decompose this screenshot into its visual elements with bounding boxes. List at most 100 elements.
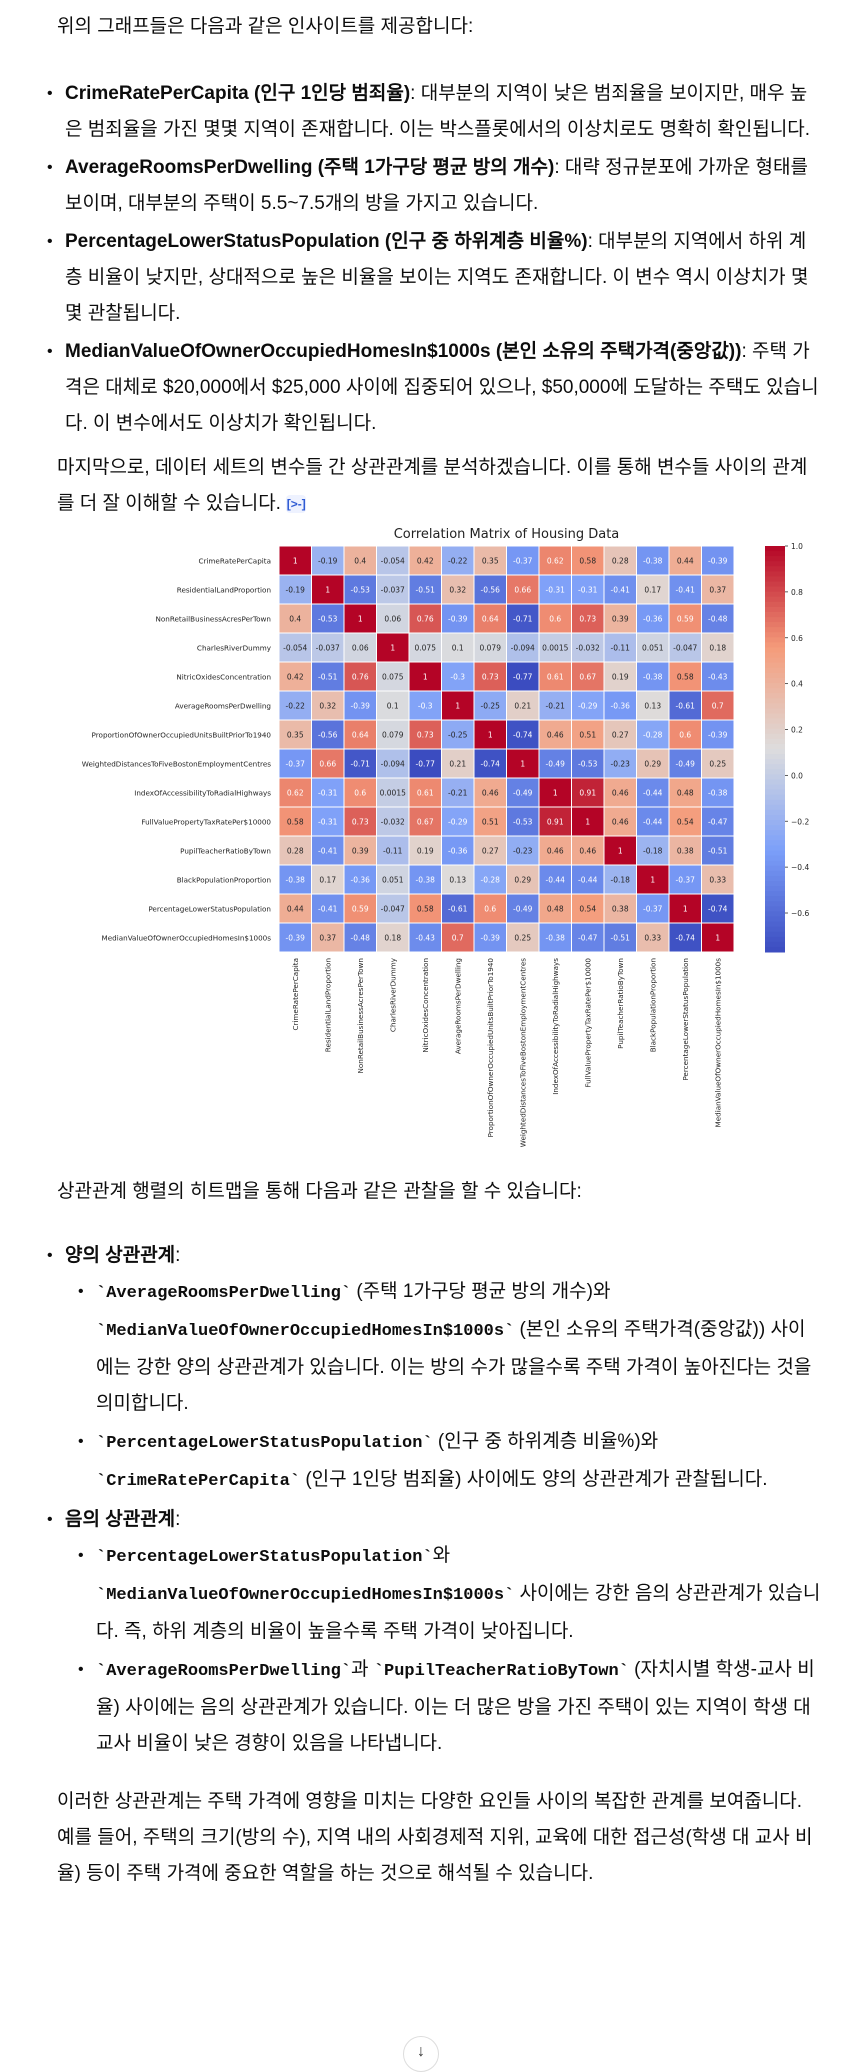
cell-value-label: -0.25 — [448, 731, 468, 740]
cell-value-label: 1 — [553, 789, 558, 798]
cell-value-label: 0.64 — [352, 731, 369, 740]
text: (주택 1가구당 평균 방의 개수)와 — [351, 1281, 611, 1302]
chat-message: 위의 그래프들은 다음과 같은 인사이트를 제공합니다: CrimeRatePe… — [47, 9, 822, 1892]
column-label: CharlesRiverDummy — [388, 957, 397, 1032]
cell-value-label: -0.39 — [448, 615, 468, 624]
cell-value-label: -0.43 — [416, 934, 436, 943]
cell-value-label: 0.35 — [482, 557, 499, 566]
cell-value-label: 0.58 — [417, 905, 434, 914]
cell-value-label: 0.38 — [677, 847, 694, 856]
inline-code: `MedianValueOfOwnerOccupiedHomesIn$1000s… — [96, 1322, 515, 1341]
cell-value-label: 0.46 — [482, 789, 499, 798]
cell-value-label: 0.18 — [384, 934, 401, 943]
heatmap-cell — [701, 777, 735, 808]
heatmap-cell — [506, 864, 540, 895]
cell-value-label: -0.22 — [448, 557, 468, 566]
cell-value-label: -0.37 — [676, 876, 696, 885]
heatmap-cell — [636, 806, 670, 837]
intro-text: 위의 그래프들은 다음과 같은 인사이트를 제공합니다: — [57, 16, 474, 37]
code-citation-icon[interactable]: [>-] — [286, 494, 307, 513]
cell-value-label: 0.51 — [482, 818, 499, 827]
cell-value-label: 0.59 — [352, 905, 369, 914]
heatmap-cell — [408, 632, 442, 663]
cell-value-label: -0.44 — [643, 818, 663, 827]
correlation-list: 양의 상관관계: `AverageRoomsPerDwelling` (주택 1… — [47, 1238, 822, 1762]
cell-value-label: -0.61 — [676, 702, 696, 711]
colorbar-segment — [765, 754, 785, 760]
cell-value-label: -0.74 — [481, 760, 501, 769]
heatmap-cell — [603, 574, 637, 605]
cell-value-label: -0.38 — [643, 673, 663, 682]
colorbar-segment — [765, 814, 785, 821]
cell-value-label: 0.17 — [319, 876, 336, 885]
column-label: BlackPopulationProportion — [648, 958, 657, 1052]
colorbar-segment — [765, 835, 785, 841]
description: : 대부분의 지역이 낮은 범죄율을 보이지만, 매우 높은 범죄율을 가진 몇… — [65, 83, 811, 140]
colorbar-segment — [765, 880, 785, 887]
colorbar-segment — [765, 891, 785, 897]
text: (본인 소유의 주택가격(중앙값)) 사이에는 강한 양의 상관관계가 있습니다… — [96, 1319, 812, 1414]
cell-value-label: -0.032 — [381, 818, 405, 827]
cell-value-label: 0.91 — [547, 818, 564, 827]
cell-value-label: -0.44 — [546, 876, 566, 885]
colorbar-segment — [765, 683, 785, 689]
cell-value-label: -0.53 — [513, 818, 533, 827]
cell-value-label: 0.46 — [579, 847, 596, 856]
colorbar-segment — [765, 657, 785, 664]
cell-value-label: 0.62 — [287, 789, 304, 798]
heatmap-cell — [408, 835, 442, 866]
cell-value-label: -0.047 — [673, 644, 697, 653]
row-label: CrimeRatePerCapita — [198, 557, 271, 566]
colorbar-segment — [765, 571, 785, 577]
cell-value-label: 0.76 — [417, 615, 434, 624]
heatmap-cell — [473, 748, 507, 779]
colorbar-segment — [765, 662, 785, 669]
cell-value-label: -0.11 — [383, 847, 403, 856]
cell-value-label: -0.28 — [481, 876, 501, 885]
analysis-intro: 마지막으로, 데이터 세트의 변수들 간 상관관계를 분석하겠습니다. 이를 통… — [57, 450, 822, 522]
colorbar-segment — [765, 784, 785, 791]
heatmap-cell — [376, 661, 410, 692]
heatmap-cell — [441, 777, 475, 808]
colorbar-segment — [765, 703, 785, 709]
cell-value-label: -0.49 — [513, 789, 533, 798]
colorbar-segment — [765, 820, 785, 826]
cell-value-label: 0.58 — [287, 818, 304, 827]
heatmap-cell — [603, 632, 637, 663]
heatmap-cell — [701, 603, 735, 634]
scroll-down-button[interactable]: ↓ — [403, 2036, 439, 2072]
heatmap-cell — [473, 690, 507, 721]
cell-value-label: -0.47 — [708, 818, 728, 827]
cell-value-label: 0.39 — [612, 615, 629, 624]
cell-value-label: -0.36 — [611, 702, 631, 711]
colorbar-tick-label: −0.6 — [791, 909, 809, 918]
cell-value-label: -0.31 — [318, 789, 338, 798]
cell-value-label: 1 — [325, 586, 330, 595]
cell-value-label: -0.74 — [676, 934, 696, 943]
colorbar-segment — [765, 764, 785, 770]
colorbar-segment — [765, 672, 785, 679]
cell-value-label: 0.079 — [382, 731, 404, 740]
row-label: PercentageLowerStatusPopulation — [148, 905, 271, 914]
cell-value-label: 0.32 — [449, 586, 466, 595]
cell-value-label: 0.44 — [287, 905, 304, 914]
colorbar-segment — [765, 733, 785, 740]
inline-code: `MedianValueOfOwnerOccupiedHomesIn$1000s… — [96, 1586, 515, 1605]
colorbar-segment — [765, 718, 785, 725]
cell-value-label: -0.38 — [546, 934, 566, 943]
cell-value-label: -0.39 — [708, 557, 728, 566]
row-label: BlackPopulationProportion — [177, 876, 271, 885]
cell-value-label: -0.53 — [351, 586, 371, 595]
description: : 대부분의 지역에서 하위 계층 비율이 낮지만, 상대적으로 높은 비율을 … — [65, 231, 809, 324]
colorbar-tick-label: 1.0 — [791, 542, 803, 551]
cell-value-label: 0.58 — [677, 673, 694, 682]
cell-value-label: -0.31 — [318, 818, 338, 827]
heatmap-cell — [506, 748, 540, 779]
cell-value-label: 0.39 — [352, 847, 369, 856]
colorbar-segment — [765, 845, 785, 851]
cell-value-label: -0.23 — [513, 847, 533, 856]
cell-value-label: 1 — [358, 615, 363, 624]
cell-value-label: -0.037 — [316, 644, 340, 653]
heatmap-cell — [538, 545, 572, 576]
cell-value-label: -0.41 — [611, 586, 631, 595]
